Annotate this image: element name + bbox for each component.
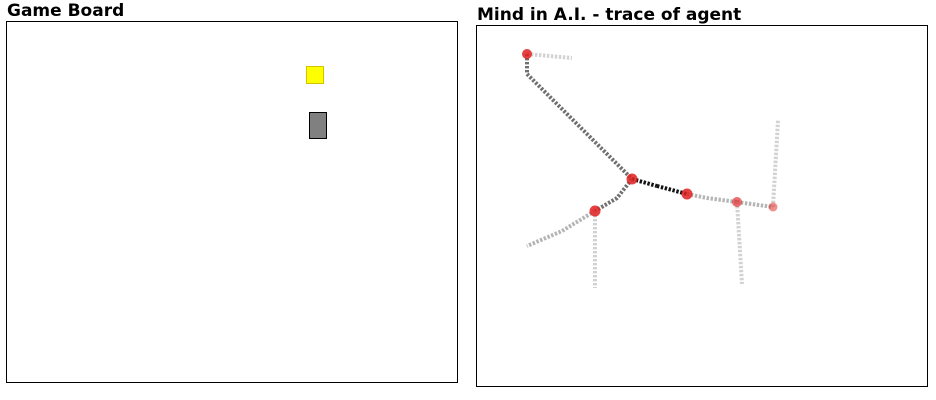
trace-segment-right [686,192,738,204]
trace-node-end [768,202,778,212]
trace-segment-far-right [736,200,774,209]
trace-node-lower [589,205,601,217]
trace-segment-drop-right [735,201,744,285]
trace-board [476,25,928,387]
trace-segment-top [526,52,573,60]
agent-block [309,112,327,139]
trace-node-junction [626,173,638,185]
goal-square [306,66,324,84]
trace-segment-lower-left [593,177,634,213]
trace-node-start [522,49,532,59]
trace-panel-title: Mind in A.I. - trace of agent [477,5,742,25]
game-board-title: Game Board [7,1,125,21]
trace-node-right [732,197,742,207]
game-board[interactable] [6,21,458,383]
agent-trace-graph [522,49,780,288]
trace-segment-diagonal [525,54,634,181]
trace-segment-tail-left [526,209,597,248]
trace-node-center-right [681,188,693,200]
trace-segment-rise-right [771,119,780,208]
